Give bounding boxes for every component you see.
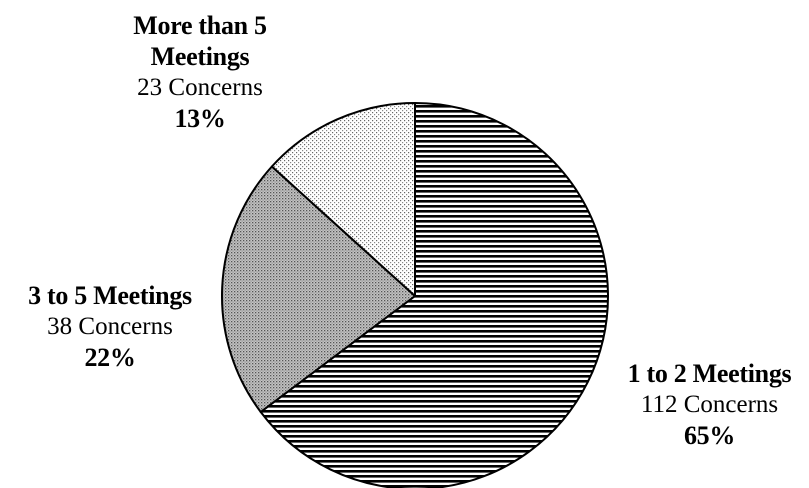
slice-percent: 65% [683, 421, 736, 450]
slice-name-line-1: More than 5 [133, 11, 267, 40]
slice-percent: 13% [174, 104, 226, 133]
slice-label-1-to-2: 1 to 2 Meetings 112 Concerns 65% [612, 358, 807, 451]
slice-percent: 22% [84, 343, 136, 372]
pie-slice-1-to-2-meetings [259, 102, 609, 488]
slice-count: 23 Concerns [137, 74, 263, 101]
pie-slice-more-than-5-meetings [270, 102, 416, 297]
slice-count: 38 Concerns [47, 313, 173, 340]
slice-name-line-2: Meetings [150, 42, 250, 71]
pie-slice-3-to-5-meetings [221, 165, 416, 413]
slice-label-3-to-5: 3 to 5 Meetings 38 Concerns 22% [10, 280, 210, 373]
slice-name: 3 to 5 Meetings [28, 281, 192, 310]
slice-name: 1 to 2 Meetings [627, 359, 792, 388]
slice-label-more-than-5: More than 5 Meetings 23 Concerns 13% [105, 10, 295, 134]
slice-count: 112 Concerns [640, 391, 779, 418]
